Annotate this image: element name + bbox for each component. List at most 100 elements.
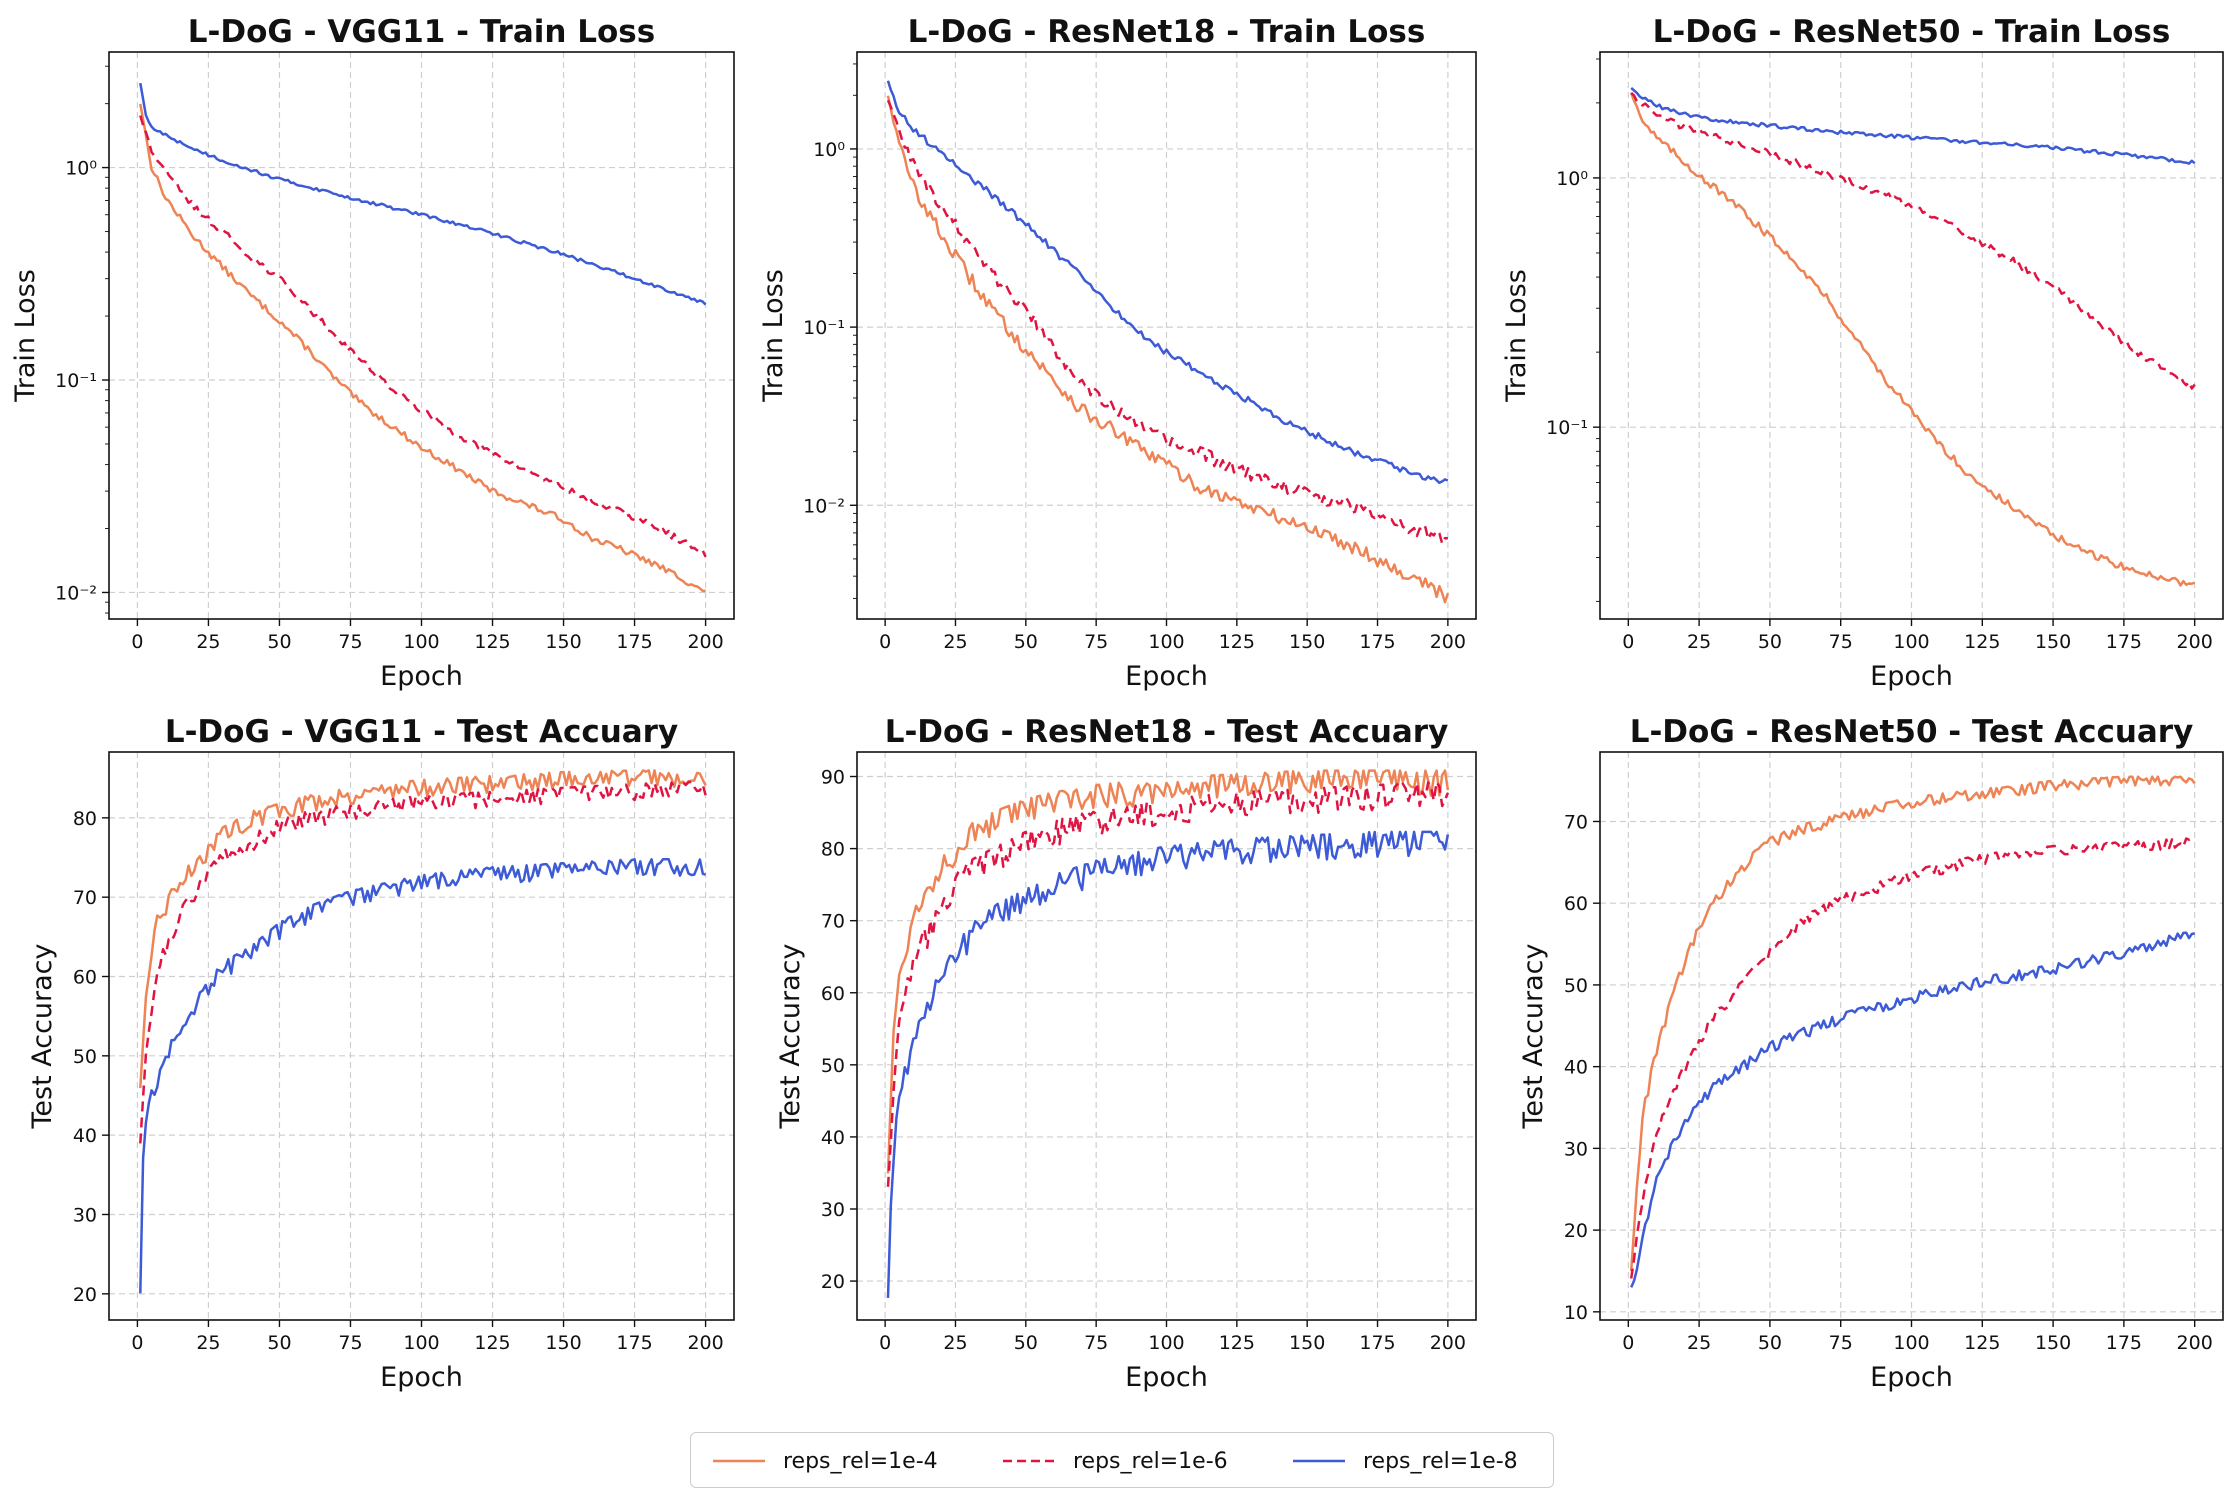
- x-tick-label: 200: [1430, 631, 1466, 653]
- y-tick-label: 90: [821, 767, 845, 789]
- x-tick-label: 75: [1084, 631, 1108, 653]
- x-axis-label: Epoch: [380, 1362, 463, 1393]
- chart-title: L-DoG - ResNet50 - Test Accuary: [1630, 714, 2194, 750]
- x-tick-label: 100: [403, 1332, 439, 1354]
- legend-label: reps_rel=1e-4: [783, 1448, 938, 1474]
- series-line-3: [886, 830, 1450, 1298]
- y-tick-label: 20: [1564, 1220, 1588, 1242]
- y-tick-label: 10⁻²: [803, 495, 845, 517]
- y-tick-label: 10⁻¹: [55, 370, 97, 392]
- x-axis-label: Epoch: [1870, 1362, 1953, 1393]
- x-tick-label: 200: [2177, 1332, 2213, 1354]
- x-tick-label: 175: [1359, 631, 1395, 653]
- series-line-2: [139, 780, 707, 1144]
- y-tick-label: 30: [73, 1204, 97, 1226]
- x-tick-label: 75: [1829, 1332, 1853, 1354]
- x-tick-label: 50: [1758, 1332, 1782, 1354]
- y-tick-label: 20: [73, 1284, 97, 1306]
- x-tick-label: 125: [1219, 631, 1255, 653]
- x-tick-label: 200: [687, 631, 723, 653]
- x-tick-label: 0: [1622, 1332, 1634, 1354]
- x-tick-label: 25: [1687, 1332, 1711, 1354]
- x-tick-label: 100: [1893, 631, 1929, 653]
- y-tick-label: 30: [821, 1199, 845, 1221]
- y-axis-label: Test Accuracy: [27, 943, 58, 1129]
- y-tick-label: 10⁰: [65, 158, 97, 180]
- series-line-3: [886, 80, 1449, 485]
- chart-panel: 0 25 50 75 100 125 150 175 200 10⁻¹ 10⁰ L-DoG - Res…: [1501, 14, 2224, 692]
- x-tick-label: 100: [1148, 1332, 1184, 1354]
- x-tick-label: 25: [943, 631, 967, 653]
- y-tick-label: 60: [73, 967, 97, 989]
- legend: reps_rel=1e-4 reps_rel=1e-6 reps_rel=1e-…: [690, 1432, 1554, 1488]
- x-tick-label: 25: [196, 1332, 220, 1354]
- series-line-1: [886, 769, 1450, 1174]
- x-tick-label: 150: [545, 1332, 581, 1354]
- y-tick-label: 40: [1564, 1057, 1588, 1079]
- y-tick-label: 70: [1564, 811, 1588, 833]
- x-tick-label: 75: [1084, 1332, 1108, 1354]
- y-tick-label: 70: [821, 911, 845, 933]
- x-tick-label: 75: [1829, 631, 1853, 653]
- series-line-3: [139, 858, 706, 1294]
- series-line-1: [886, 95, 1450, 604]
- x-tick-label: 50: [1014, 631, 1038, 653]
- x-tick-label: 75: [338, 631, 362, 653]
- chart-title: L-DoG - VGG11 - Test Accuary: [165, 714, 678, 750]
- y-tick-label: 10⁰: [813, 139, 845, 161]
- x-tick-label: 0: [131, 1332, 143, 1354]
- legend-label: reps_rel=1e-8: [1363, 1448, 1518, 1474]
- y-axis-label: Train Loss: [1501, 269, 1532, 403]
- x-tick-label: 150: [1289, 631, 1325, 653]
- chart-title: L-DoG - ResNet18 - Test Accuary: [885, 714, 1449, 750]
- y-tick-label: 10⁻¹: [803, 317, 845, 339]
- x-tick-label: 0: [879, 631, 891, 653]
- x-axis-label: Epoch: [1125, 661, 1208, 692]
- y-tick-label: 40: [73, 1125, 97, 1147]
- x-tick-label: 150: [2035, 1332, 2071, 1354]
- x-tick-label: 50: [267, 631, 291, 653]
- series-line-3: [1630, 86, 2196, 165]
- series-line-3: [139, 82, 707, 306]
- x-tick-label: 125: [1219, 1332, 1255, 1354]
- series-line-1: [139, 103, 706, 593]
- series-line-2: [1630, 91, 2196, 390]
- y-tick-label: 60: [1564, 893, 1588, 915]
- x-tick-label: 125: [474, 1332, 510, 1354]
- x-tick-label: 125: [1964, 1332, 2000, 1354]
- chart-title: L-DoG - ResNet18 - Train Loss: [908, 14, 1426, 50]
- legend-item-reps-rel-1e-8: reps_rel=1e-8: [1293, 1433, 1518, 1489]
- chart-panel: 0 25 50 75 100 125 150 175 200 10⁻² 10⁻¹ 10⁰ L-DoG -…: [758, 14, 1477, 692]
- legend-label: reps_rel=1e-6: [1073, 1448, 1228, 1474]
- x-tick-label: 175: [1359, 1332, 1395, 1354]
- series-line-2: [1629, 836, 2195, 1279]
- y-axis-label: Test Accuracy: [775, 943, 806, 1129]
- y-tick-label: 70: [73, 887, 97, 909]
- x-tick-label: 200: [1430, 1332, 1466, 1354]
- y-tick-label: 50: [821, 1055, 845, 1077]
- x-tick-label: 175: [2106, 1332, 2142, 1354]
- x-tick-label: 50: [1014, 1332, 1038, 1354]
- y-tick-label: 10⁻²: [55, 582, 97, 604]
- series-line-1: [139, 769, 707, 1089]
- chart-panel: 0 25 50 75 100 125 150 175 200 10⁻² 10⁻¹ 10⁰ L-DoG -…: [10, 14, 735, 692]
- legend-swatch-dashed-icon: [1003, 1459, 1055, 1463]
- y-tick-label: 50: [1564, 975, 1588, 997]
- legend-item-reps-rel-1e-4: reps_rel=1e-4: [713, 1433, 938, 1489]
- y-tick-label: 30: [1564, 1138, 1588, 1160]
- series-line-2: [139, 115, 707, 558]
- chart-title: L-DoG - ResNet50 - Train Loss: [1653, 14, 2171, 50]
- x-tick-label: 200: [2177, 631, 2213, 653]
- x-tick-label: 0: [131, 631, 143, 653]
- x-tick-label: 125: [474, 631, 510, 653]
- series-line-1: [1629, 775, 2196, 1272]
- y-tick-label: 10: [1564, 1302, 1588, 1324]
- x-axis-label: Epoch: [380, 661, 463, 692]
- y-axis-label: Train Loss: [758, 269, 789, 403]
- y-tick-label: 40: [821, 1127, 845, 1149]
- x-tick-label: 150: [1289, 1332, 1325, 1354]
- y-axis-label: Test Accuracy: [1518, 943, 1549, 1129]
- x-tick-label: 75: [338, 1332, 362, 1354]
- x-tick-label: 100: [1148, 631, 1184, 653]
